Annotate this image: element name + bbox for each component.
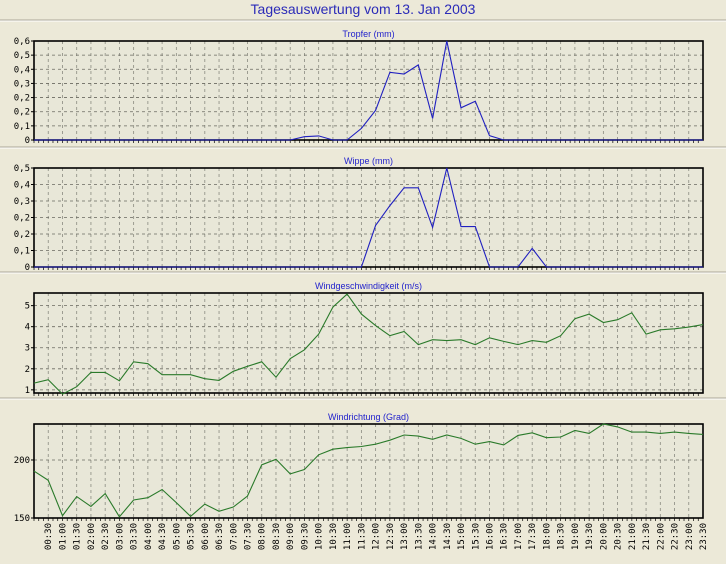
y-tick-label: 0 [25,136,30,146]
x-tick-label: 04:30 [158,523,168,550]
y-tick-label: 2 [25,365,30,375]
chart-title: Windgeschwindigkeit (m/s) [315,281,422,291]
y-tick-label: 0,1 [14,247,30,257]
x-tick-label: 12:30 [386,523,396,550]
y-tick-label: 0,4 [14,65,30,75]
x-tick-label: 10:30 [329,523,339,550]
y-tick-label: 0,3 [14,79,30,89]
plot-area [34,168,703,267]
y-tick-label: 0,1 [14,122,30,132]
x-tick-label: 02:30 [101,523,111,550]
x-tick-label: 22:30 [671,523,681,550]
x-tick-label: 10:00 [315,523,325,550]
plot-border [33,167,704,268]
chart-title: Wippe (mm) [344,156,393,166]
x-tick-label: 03:30 [130,523,140,550]
x-tick-label: 01:00 [58,523,68,550]
x-tick-label: 09:30 [300,523,310,550]
plot-border [33,423,704,519]
plot-border [33,292,704,394]
x-tick-label: 16:30 [500,523,510,550]
x-tick-label: 03:00 [115,523,125,550]
x-tick-label: 20:30 [614,523,624,550]
y-tick-label: 4 [25,323,30,333]
x-tick-label: 06:00 [201,523,211,550]
x-tick-label: 17:30 [528,523,538,550]
y-tick-label: 0,5 [14,51,30,61]
x-tick-label: 05:30 [187,523,197,550]
x-tick-label: 13:00 [400,523,410,550]
chart-3: Windrichtung (Grad) 200 150 [14,412,704,524]
series-line [33,423,704,518]
x-tick-label: 08:30 [272,523,282,550]
x-tick-label: 04:00 [144,523,154,550]
x-tick-label: 14:30 [443,523,453,550]
x-tick-label: 18:00 [542,523,552,550]
x-tick-label: 02:00 [87,523,97,550]
x-tick-label: 21:30 [642,523,652,550]
y-tick-label: 3 [25,344,30,354]
x-tick-label: 05:00 [172,523,182,550]
x-tick-label: 19:00 [571,523,581,550]
y-tick-label: 0,2 [14,214,30,224]
x-tick-label: 19:30 [585,523,595,550]
x-tick-label: 22:00 [656,523,666,550]
x-tick-label: 18:30 [557,523,567,550]
x-tick-label: 14:00 [429,523,439,550]
x-tick-label: 23:00 [685,523,695,550]
series-line [34,40,703,141]
x-tick-label: 06:30 [215,523,225,550]
y-tick-label: 200 [14,456,30,466]
chart-title: Tropfer (mm) [342,29,394,39]
x-tick-label: 11:30 [357,523,367,550]
x-tick-label: 12:00 [372,523,382,550]
x-tick-label: 21:00 [628,523,638,550]
x-tick-label: 15:00 [457,523,467,550]
y-tick-label: 0,6 [14,37,30,47]
y-tick-label: 150 [14,514,30,524]
x-tick-label: 20:00 [599,523,609,550]
x-tick-label: 11:00 [343,523,353,550]
x-tick-label: 01:30 [73,523,83,550]
x-tick-label: 15:30 [471,523,481,550]
x-tick-label: 09:00 [286,523,296,550]
chart-0: Tropfer (mm) 0,6 0,5 0,4 0,3 0,2 0,2 0,1 0 [14,29,704,146]
y-tick-label: 0,2 [14,230,30,240]
y-tick-label: 0,2 [14,94,30,104]
x-tick-label: 07:30 [244,523,254,550]
x-tick-label: 13:30 [414,523,424,550]
plot-area [34,41,703,140]
y-tick-label: 0,5 [14,164,30,174]
chart-1: Wippe (mm) 0,5 0,4 0,3 0,2 0,2 0,1 0 [14,156,704,273]
series-line [34,167,703,268]
chart-title: Windrichtung (Grad) [328,412,409,422]
y-tick-label: 1 [25,386,30,396]
x-tick-label: 07:00 [229,523,239,550]
y-tick-label: 5 [25,302,30,312]
plot-area [34,293,703,393]
y-tick-label: 0,2 [14,108,30,118]
page-title: Tagesauswertung vom 13. Jan 2003 [250,1,476,17]
y-tick-label: 0,4 [14,181,30,191]
chart-2: Windgeschwindigkeit (m/s) 5 4 3 2 1 [25,281,704,396]
x-tick-label: 08:00 [258,523,268,550]
series-line [33,293,704,395]
x-tick-label: 16:00 [485,523,495,550]
y-tick-label: 0,3 [14,197,30,207]
x-tick-label: 00:30 [44,523,54,550]
y-tick-label: 0 [25,263,30,273]
x-tick-label: 23:30 [699,523,709,550]
plot-border [33,40,704,141]
plot-area [34,424,703,518]
x-tick-label: 17:00 [514,523,524,550]
